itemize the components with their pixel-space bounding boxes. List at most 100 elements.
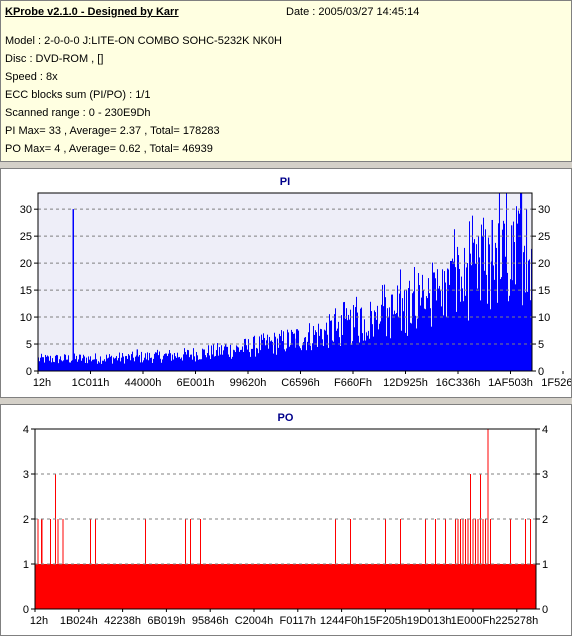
po-bar [86,564,87,609]
pi-ytick-label-right: 0 [538,366,544,378]
pi-bar [49,360,50,371]
po-bar [405,564,406,609]
pi-bar [123,356,124,371]
pi-bar [422,274,423,371]
po-bar [409,564,410,609]
pi-bar [44,362,45,371]
pi-bar [363,340,364,371]
po-bar [443,564,444,609]
po-bar [72,564,73,609]
po-xtick-label: 42238h [104,615,141,627]
po-bar [298,564,299,609]
pi-bar [173,359,174,371]
pi-bar [116,356,117,371]
pi-bar [327,334,328,371]
po-chart-panel: PO 0 0 1 1 2 2 3 3 4 4 12h 1B024h 42238h 6B019h 95846h C… [0,404,572,636]
po-bar [306,564,307,609]
pi-bar [334,314,335,371]
pi-bar [477,288,478,371]
po-bar [276,564,277,609]
po-bar [285,564,286,609]
pi-bar [128,354,129,371]
po-bar [300,564,301,609]
pi-bar [140,362,141,371]
pi-bar [338,321,339,371]
pi-bar [466,267,467,371]
pi-bar [190,354,191,371]
po-bar [432,564,433,609]
pi-bar [275,336,276,371]
po-bar [182,564,183,609]
po-bar [278,564,279,609]
pi-bar [130,360,131,371]
pi-bar [326,322,327,371]
pi-bar [404,290,405,371]
po-bar [374,564,375,609]
pi-bar [216,350,217,371]
po-ytick-label-left: 4 [23,424,29,436]
po-bar [280,564,281,609]
po-bar [368,564,369,609]
po-bar [494,564,495,609]
po-bar [297,564,298,609]
po-bar [146,564,147,609]
po-bar [97,564,98,609]
po-bar [491,564,492,609]
pi-bar [471,265,472,371]
po-bar [241,564,242,609]
po-bar [147,564,148,609]
po-bar [423,564,424,609]
pi-bar [364,319,365,371]
po-bar [346,564,347,609]
pi-bar [184,348,185,371]
pi-bar [159,351,160,371]
pi-bar [220,354,221,371]
pi-bar [45,354,46,371]
po-bar [505,564,506,609]
pi-bar [69,362,70,371]
po-bar [132,564,133,609]
pi-bar [224,346,225,371]
pi-bar [453,261,454,371]
po-bar [219,564,220,609]
po-bar [192,564,193,609]
pi-bar [361,307,362,371]
pi-bar [451,260,452,371]
pi-bar [200,359,201,371]
pi-bar [167,356,168,371]
po-bar [268,564,269,609]
pi-bar [461,276,462,371]
po-bar [140,564,141,609]
po-bar [430,564,431,609]
po-bar [84,564,85,609]
po-ytick-label-right: 0 [542,604,548,616]
po-bar [226,564,227,609]
pi-bar [318,323,319,371]
po-bar [336,564,337,609]
po-bar [527,564,528,609]
pi-bar [407,335,408,371]
pi-bar [219,347,220,371]
po-bar [181,564,182,609]
pi-bar [217,343,218,371]
pi-bar [464,247,465,371]
pi-bar [376,319,377,371]
pi-bar [500,279,501,371]
po-bar [380,564,381,609]
pi-bar [507,272,508,371]
pi-bar [459,268,460,371]
po-bar [76,564,77,609]
po-bar [492,564,493,609]
pi-bar [97,363,98,371]
po-bar [173,564,174,609]
po-bar [291,564,292,609]
pi-bar [56,354,57,371]
po-bar [44,564,45,609]
po-bar [486,564,487,609]
po-bar [244,564,245,609]
pi-bar [272,341,273,371]
po-bar [46,564,47,609]
pi-bar [316,332,317,371]
scanned-range-line: Scanned range : 0 - 230E9Dh [5,107,151,119]
pi-bar [78,359,79,371]
